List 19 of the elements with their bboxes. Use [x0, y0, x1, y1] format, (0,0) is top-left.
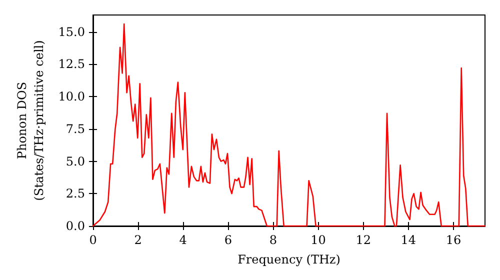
x-tick-label: 12: [356, 233, 371, 247]
x-tick-label: 0: [89, 233, 97, 247]
y-tick-label: 15.0: [58, 24, 85, 39]
y-tick-label: 2.5: [66, 186, 85, 201]
y-axis-title: Phonon DOS (States/THz·primitive cell): [14, 40, 46, 201]
y-tick-label: 12.5: [58, 57, 85, 72]
y-tick-label: 7.5: [66, 122, 85, 136]
x-tick-label: 8: [269, 233, 278, 247]
x-axis-title: Frequency (THz): [238, 252, 340, 266]
x-tick-label: 2: [134, 233, 142, 247]
x-tick-label: 14: [400, 233, 416, 247]
y-tick-label: 0.0: [66, 219, 85, 233]
line-series: [92, 23, 486, 227]
x-tick-label: 16: [446, 233, 462, 247]
x-tick-label: 10: [310, 233, 326, 247]
x-tick-label: 6: [224, 233, 232, 247]
y-tick-label: 5.0: [66, 154, 85, 168]
y-tick-label: 10.0: [58, 90, 85, 104]
x-tick-label: 4: [179, 233, 188, 247]
